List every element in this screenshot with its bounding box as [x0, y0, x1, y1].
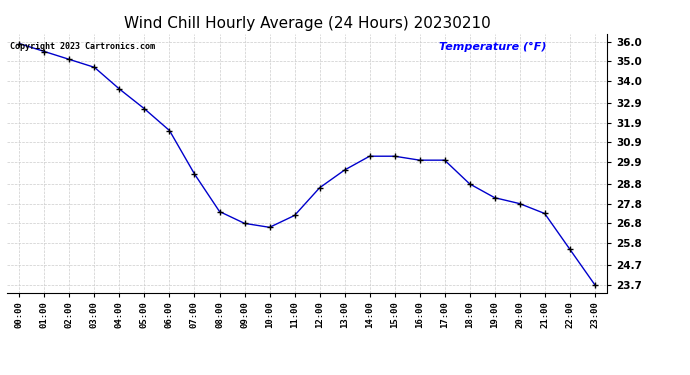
Text: Copyright 2023 Cartronics.com: Copyright 2023 Cartronics.com [10, 42, 155, 51]
Text: Temperature (°F): Temperature (°F) [439, 42, 546, 52]
Title: Wind Chill Hourly Average (24 Hours) 20230210: Wind Chill Hourly Average (24 Hours) 202… [124, 16, 491, 31]
